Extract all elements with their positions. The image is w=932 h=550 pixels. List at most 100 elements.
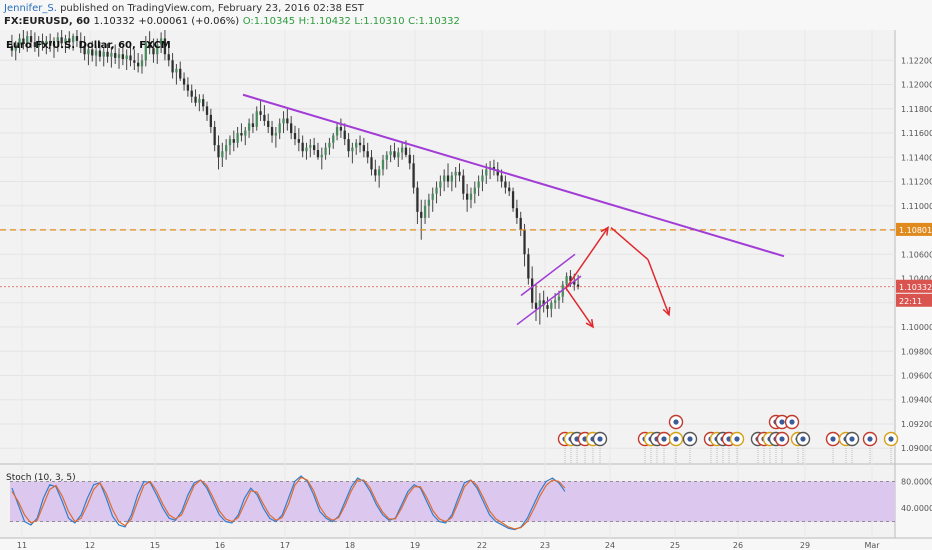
candle-down	[29, 36, 33, 43]
time-axis[interactable]: 11 12 15 16 17 18 19 22 23 24 25 26 29 Mar	[17, 541, 880, 550]
candle-up	[553, 300, 557, 303]
candle-down	[339, 126, 343, 131]
candle-up	[431, 193, 434, 200]
candle-up	[282, 118, 285, 124]
event-flag-dot	[800, 436, 806, 442]
candle-down	[573, 280, 576, 285]
candle-up	[37, 40, 40, 47]
candle-down	[534, 302, 538, 309]
event-flag-dot	[687, 436, 693, 442]
publish-line: Jennifer_S. published on TradingView.com…	[4, 2, 364, 15]
resistance-price-label: 1.10801	[899, 226, 932, 235]
candle-down	[186, 84, 190, 91]
author-name[interactable]: Jennifer_S.	[4, 3, 57, 14]
candle-down	[98, 50, 102, 57]
price-axis[interactable]: 1.12200 1.12000 1.11800 1.11600 1.11400 1.112…	[896, 56, 932, 453]
candle-down	[267, 120, 270, 127]
projection-up-arrow-head	[600, 226, 609, 236]
candle-down	[106, 51, 109, 57]
projection-down-segment	[610, 227, 649, 261]
time-tick-label: 16	[215, 541, 225, 550]
candle-up	[45, 40, 48, 45]
candle-up	[278, 123, 281, 134]
time-tick-label: 23	[540, 541, 550, 550]
candle-down	[213, 126, 216, 146]
candle-down	[259, 111, 262, 115]
price-tick-label: 1.09400	[901, 396, 932, 405]
candle-up	[144, 42, 147, 61]
event-flag-dot	[849, 436, 855, 442]
candle-up	[309, 145, 312, 148]
candle-up	[87, 49, 90, 55]
candle-down	[366, 151, 369, 158]
price-tick-label: 1.11000	[901, 202, 932, 211]
candle-down	[504, 181, 507, 188]
candle-up	[56, 37, 59, 43]
chart-canvas[interactable]: 80.0000 40.0000 1.12200 1.12000 1.11800 1.11…	[0, 30, 932, 550]
candle-up	[389, 151, 392, 155]
candle-down	[466, 193, 469, 200]
candle-down	[202, 99, 205, 107]
candle-down	[217, 145, 220, 158]
candle-down	[527, 254, 530, 279]
candle-up	[94, 50, 98, 56]
candle-down	[263, 114, 266, 121]
price-pane[interactable]	[0, 30, 895, 464]
event-flag-dot	[779, 419, 785, 425]
candle-down	[49, 40, 52, 46]
candle-up	[397, 152, 400, 158]
candle-up	[439, 181, 442, 188]
candle-down	[301, 142, 304, 152]
candle-up	[110, 53, 113, 57]
candle-down	[408, 154, 411, 164]
candle-down	[91, 49, 94, 56]
candle-up	[102, 51, 105, 57]
current-price-label-bg	[896, 279, 932, 293]
stoch-indicator: 80.0000 40.0000	[10, 475, 932, 531]
candle-down	[270, 126, 274, 136]
candle-down	[358, 142, 362, 146]
time-tick-label: 29	[800, 541, 810, 550]
candle-down	[232, 139, 235, 143]
event-flag-dot	[661, 436, 667, 442]
time-tick-label: 19	[410, 541, 420, 550]
time-tick-label: 17	[280, 541, 290, 550]
candle-down	[347, 139, 350, 152]
projection-short-arrow-head	[585, 318, 594, 329]
candle-up	[557, 296, 561, 301]
candle-down	[519, 217, 522, 231]
candle-up	[538, 300, 541, 309]
candle-down	[10, 45, 14, 51]
candle-up	[328, 142, 331, 148]
candle-down	[416, 187, 419, 212]
event-flag-dot	[867, 436, 873, 442]
time-tick-label: 24	[605, 541, 615, 550]
time-tick-label: Mar	[864, 541, 880, 550]
candle-up	[52, 42, 56, 46]
price-tick-label: 1.10000	[901, 323, 932, 332]
candle-down	[458, 171, 461, 176]
candle-down	[412, 163, 415, 188]
event-flag-dot	[734, 436, 740, 442]
price-tick-label: 1.11800	[901, 105, 932, 114]
open-value: O:1.10345	[242, 16, 296, 27]
candle-up	[435, 187, 438, 194]
candle-up	[156, 44, 159, 55]
candle-up	[221, 151, 224, 158]
high-value: H:1.10432	[298, 16, 351, 27]
candle-up	[140, 60, 144, 67]
event-flag-dot	[789, 419, 795, 425]
time-tick-label: 11	[17, 541, 27, 550]
candle-up	[423, 205, 427, 218]
price-tick-label: 1.11600	[901, 129, 932, 138]
candle-down	[286, 118, 289, 124]
candle-up	[450, 175, 453, 182]
event-flag-dot	[779, 436, 785, 442]
low-value: L:1.10310	[354, 16, 405, 27]
candle-up	[247, 123, 251, 131]
candle-up	[473, 187, 476, 194]
price-tick-label: 1.12000	[901, 81, 932, 90]
candle-up	[320, 154, 323, 158]
candle-down	[83, 45, 86, 55]
candle-down	[542, 300, 545, 306]
